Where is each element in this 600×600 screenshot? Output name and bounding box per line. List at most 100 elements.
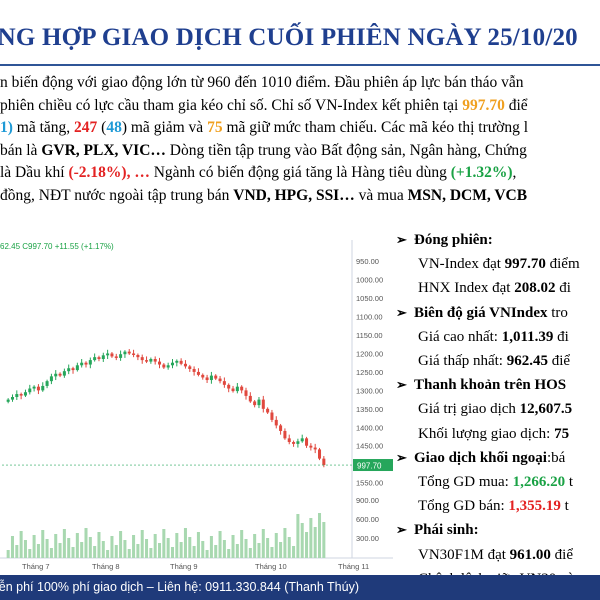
- summary-line-4: bán là GVR, PLX, VIC… Dòng tiền tập trun…: [0, 140, 600, 163]
- candle-body: [136, 354, 140, 358]
- candle-body: [101, 355, 105, 360]
- candle-body: [240, 386, 244, 391]
- candle-body: [201, 374, 205, 378]
- volume-bar: [188, 537, 192, 558]
- volume-bar: [305, 532, 309, 558]
- volume-bar: [274, 533, 278, 558]
- foreign-sell-row: Tổng GD bán: 1,355.19 t: [396, 494, 600, 518]
- foreign-sell-label: Tổng GD bán:: [418, 498, 509, 515]
- dragging-tickers: GVR, PLX, VIC…: [41, 141, 166, 159]
- volume-bar: [45, 539, 49, 558]
- contact-footer: iễn phí 100% phí giao dịch – Liên hệ: 09…: [0, 575, 600, 600]
- vnindex-label: VN-Index đạt: [418, 256, 505, 273]
- x-tick-label: Tháng 11: [338, 562, 369, 571]
- candle-body: [170, 362, 174, 366]
- summary-text: mã giữ mức tham chiếu. Các mã kéo thị tr…: [222, 119, 529, 136]
- volume-bar: [292, 546, 296, 558]
- candle-body: [188, 366, 192, 369]
- foreign-sell-unit: t: [560, 498, 569, 515]
- candle-body: [305, 438, 309, 446]
- volume-bar: [36, 544, 40, 558]
- summary-text: (: [97, 119, 107, 136]
- candle-body: [248, 395, 252, 402]
- x-tick-label: Tháng 8: [92, 562, 120, 571]
- summary-line-3: 1) mã tăng, 247 (48) mã giảm và 75 mã gi…: [0, 117, 600, 140]
- volume-bar: [158, 543, 162, 558]
- volume-bar: [67, 538, 71, 558]
- consumer-goods-change: (+1.32%): [450, 164, 513, 181]
- candle-body: [140, 357, 144, 361]
- volume-bar: [170, 547, 174, 558]
- y-tick-label: 1050.00: [356, 294, 383, 303]
- vn30f-value: 961.00: [509, 546, 551, 563]
- trade-volume: 75: [554, 425, 570, 442]
- summary-line-5: là Dầu khí (-2.18%), … Ngành có biến độn…: [0, 162, 600, 185]
- candle-body: [49, 376, 53, 382]
- y-tick-label: 1450.00: [356, 442, 383, 451]
- last-price-tag: [353, 459, 393, 472]
- y-tick-label: 1400.00: [356, 423, 383, 432]
- arrow-right-icon: ➢: [396, 304, 407, 320]
- vnindex-unit: điểm: [545, 256, 580, 273]
- volume-bar: [222, 540, 226, 558]
- footer-text: iễn phí 100% phí giao dịch – Liên hệ: 09…: [0, 580, 360, 594]
- arrow-right-icon: ➢: [396, 232, 407, 247]
- volume-bar: [300, 523, 304, 558]
- volume-bar: [309, 518, 313, 558]
- candle-body: [183, 363, 187, 367]
- candle-body: [97, 357, 101, 360]
- page-title: ỔNG HỢP GIAO DỊCH CUỐI PHIÊN NGÀY 25/10/…: [0, 24, 578, 51]
- unchanged-count: 75: [207, 119, 223, 136]
- volume-bar: [32, 535, 36, 558]
- volume-bar: [75, 533, 79, 558]
- summary-text: n biến động với giao động lớn từ 960 đến…: [0, 74, 524, 91]
- volume-tick-label: 600.00: [356, 515, 379, 524]
- vn30f-unit: điể: [550, 546, 573, 563]
- candle-body: [15, 394, 19, 398]
- volume-bar: [71, 547, 75, 558]
- volume-bar: [166, 538, 170, 558]
- candle-body: [166, 365, 170, 368]
- volume-tick-label: 900.00: [356, 496, 379, 505]
- closing-header: ➢ Đóng phiên:: [396, 228, 600, 252]
- low-row: Giá thấp nhất: 962.45 điể: [396, 349, 600, 373]
- foreign-buy-value: 1,266.20: [512, 474, 566, 491]
- volume-bar: [287, 537, 291, 558]
- foreign-header-label: Giao dịch khối ngoại: [414, 449, 547, 466]
- foreign-header-suffix: :bá: [546, 449, 566, 466]
- candle-body: [84, 362, 88, 365]
- candle-body: [62, 371, 66, 376]
- candle-body: [93, 357, 97, 361]
- candle-body: [175, 360, 179, 363]
- volume-bar: [15, 545, 19, 558]
- high-label: Giá cao nhất:: [418, 328, 502, 345]
- volume-bar: [93, 546, 97, 558]
- hnx-row: HNX Index đạt 208.02 đi: [396, 276, 600, 300]
- candle-body: [283, 430, 287, 439]
- volume-bar: [205, 550, 209, 558]
- advancers-paren: 1): [0, 119, 13, 136]
- summary-text: ,: [512, 164, 517, 181]
- candle-body: [149, 359, 153, 362]
- high-row: Giá cao nhất: 1,011.39 đi: [396, 325, 600, 349]
- volume-bar: [6, 550, 10, 558]
- arrow-right-icon: ➢: [396, 377, 407, 393]
- vn30f-label: VN30F1M đạt: [418, 546, 510, 563]
- volume-tick-label: 300.00: [356, 534, 379, 543]
- candle-body: [158, 361, 162, 365]
- trade-value: 12,607.5: [519, 401, 573, 418]
- candle-body: [45, 381, 49, 386]
- low-value: 962.45: [506, 353, 548, 370]
- trade-volume-row: Khối lượng giao dịch: 75: [396, 422, 600, 446]
- volume-bar: [101, 541, 105, 558]
- volume-bar: [132, 535, 136, 558]
- foreign-buy-tickers: MSN, DCM, VCB: [407, 186, 528, 204]
- y-tick-label: 950.00: [356, 257, 379, 266]
- candle-body: [244, 390, 248, 396]
- volume-bar: [244, 539, 248, 558]
- volume-bar: [88, 537, 92, 558]
- candle-body: [110, 353, 114, 357]
- foreign-header: ➢ Giao dịch khối ngoại:bá: [396, 446, 600, 470]
- x-tick-label: Tháng 9: [170, 562, 198, 571]
- volume-bar: [240, 530, 244, 558]
